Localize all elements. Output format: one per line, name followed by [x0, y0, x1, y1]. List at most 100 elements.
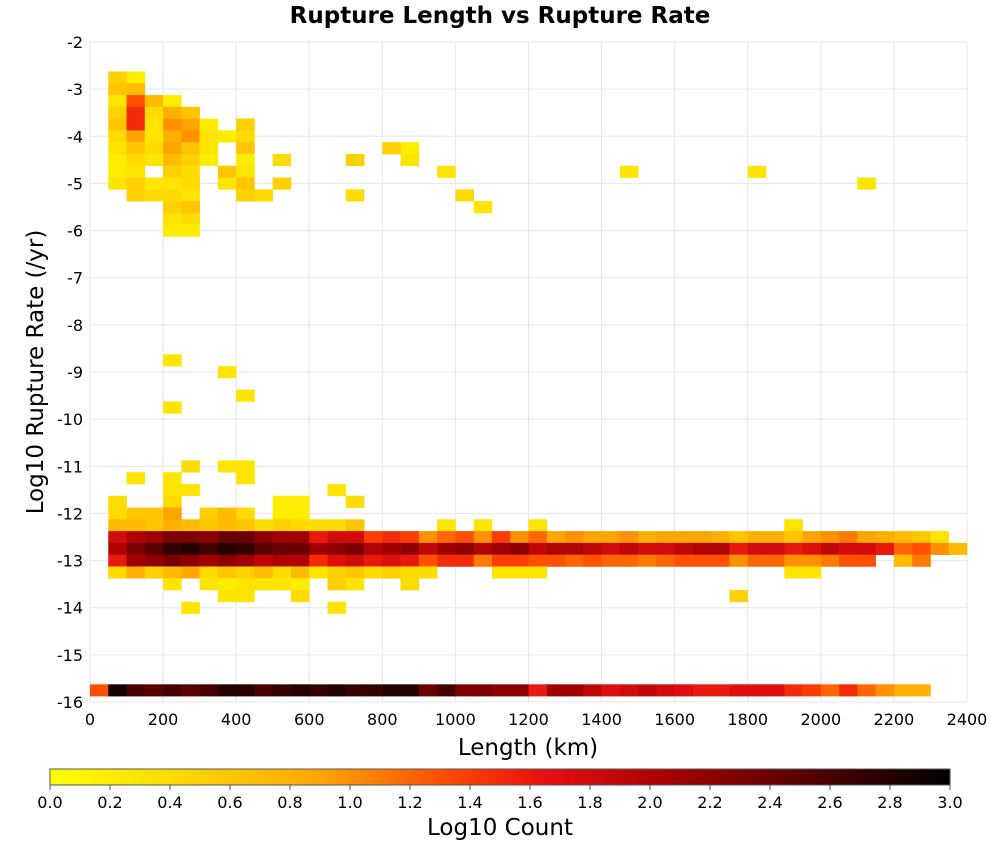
heatmap-cell [437, 531, 456, 544]
heatmap-cell [437, 542, 456, 555]
heatmap-cell [875, 531, 895, 544]
x-axis-label: Length (km) [458, 735, 598, 761]
heatmap-cell [290, 566, 310, 579]
heatmap-cell [839, 554, 858, 567]
heatmap-cell [802, 531, 822, 544]
y-tick-label: -16 [57, 693, 83, 712]
heatmap-cell [236, 554, 255, 567]
heatmap-cell [546, 554, 566, 567]
heatmap-cell [345, 684, 365, 697]
y-tick-label: -2 [67, 33, 83, 52]
heatmap-cell [638, 542, 657, 555]
heatmap-cell [309, 566, 328, 579]
heatmap-cell [327, 566, 347, 579]
heatmap-cell [656, 554, 675, 567]
heatmap-cell [491, 554, 511, 567]
heatmap-cell [327, 531, 347, 544]
heatmap-cell [236, 177, 255, 190]
heatmap-cell [272, 531, 292, 544]
heatmap-cell [930, 542, 950, 555]
heatmap-cell [217, 460, 237, 473]
heatmap-cell [327, 519, 347, 532]
heatmap-cell [108, 554, 127, 567]
heatmap-cell [144, 684, 164, 697]
heatmap-cell [290, 519, 310, 532]
colorbar-tick-label: 1.4 [457, 793, 482, 812]
heatmap-cell [108, 106, 127, 119]
heatmap-cell [163, 177, 182, 190]
heatmap-cell [163, 507, 182, 520]
heatmap-cell [126, 519, 146, 532]
heatmap-cell [217, 130, 237, 143]
heatmap-cell [108, 118, 127, 131]
heatmap-cell [217, 507, 237, 520]
heatmap-cell [455, 189, 474, 202]
heatmap-cell [619, 531, 639, 544]
heatmap-cell [199, 566, 219, 579]
heatmap-cell [364, 554, 383, 567]
heatmap-cell [930, 531, 950, 544]
heatmap-cell [510, 554, 529, 567]
heatmap-cell [181, 566, 200, 579]
heatmap-cell [217, 177, 237, 190]
heatmap-cell [236, 130, 255, 143]
heatmap-cell [217, 366, 237, 379]
heatmap-cell [163, 554, 182, 567]
heatmap-cell [144, 95, 164, 108]
heatmap-cell [199, 578, 219, 591]
heatmap-cell [364, 542, 383, 555]
colorbar-ticks: 0.0 0.2 0.4 0.6 0.8 1.0 1.2 1.4 1.6 1.8 2.0 2.2 2.4 2… [37, 785, 963, 812]
heatmap-cell [857, 531, 876, 544]
heatmap-cell [272, 554, 292, 567]
heatmap-cell [181, 531, 200, 544]
heatmap-cell [217, 590, 237, 603]
heatmap-cell [583, 554, 602, 567]
heatmap-cell [692, 542, 712, 555]
y-axis-label: Log10 Rupture Rate (/yr) [23, 230, 49, 515]
heatmap-cell [108, 177, 127, 190]
heatmap-cell [455, 554, 474, 567]
heatmap-cell [236, 684, 255, 697]
heatmap-cell [181, 224, 200, 237]
y-tick-label: -9 [67, 363, 83, 382]
heatmap-cell [400, 578, 420, 591]
colorbar-tick-label: 1.6 [517, 793, 542, 812]
heatmap-cell [272, 578, 292, 591]
heatmap-cell [784, 519, 803, 532]
heatmap-cell [144, 531, 164, 544]
heatmap-cell [199, 142, 219, 155]
x-tick-label: 600 [294, 710, 325, 729]
heatmap-cell [126, 472, 146, 485]
heatmap-cell [656, 531, 675, 544]
heatmap-cell [144, 130, 164, 143]
heatmap-cell [766, 531, 785, 544]
heatmap-cell [108, 507, 127, 520]
y-tick-label: -6 [67, 222, 83, 241]
heatmap-cell [108, 130, 127, 143]
heatmap-cell [217, 542, 237, 555]
heatmap-cell [236, 189, 255, 202]
heatmap-cell [638, 531, 657, 544]
heatmap-cell [144, 507, 164, 520]
y-tick-label: -4 [67, 127, 83, 146]
heatmap-cell [144, 153, 164, 167]
heatmap-cell [729, 554, 749, 567]
heatmap-cell [802, 566, 822, 579]
heatmap-cell [144, 542, 164, 555]
heatmap-cell [400, 554, 420, 567]
heatmap-cell [875, 684, 895, 697]
heatmap-cell [126, 684, 146, 697]
heatmap-cell [199, 531, 219, 544]
heatmap-cell [345, 495, 365, 508]
heatmap-cell [400, 566, 420, 579]
heatmap-cell [163, 531, 182, 544]
heatmap-cell [729, 684, 749, 697]
heatmap-cell [491, 566, 511, 579]
heatmap-cell [528, 519, 548, 532]
heatmap-cell [619, 165, 639, 178]
heatmap-cell [309, 684, 328, 697]
heatmap-cell [272, 566, 292, 579]
heatmap-cell [126, 507, 146, 520]
heatmap-cell [345, 566, 365, 579]
y-tick-label: -3 [67, 80, 83, 99]
